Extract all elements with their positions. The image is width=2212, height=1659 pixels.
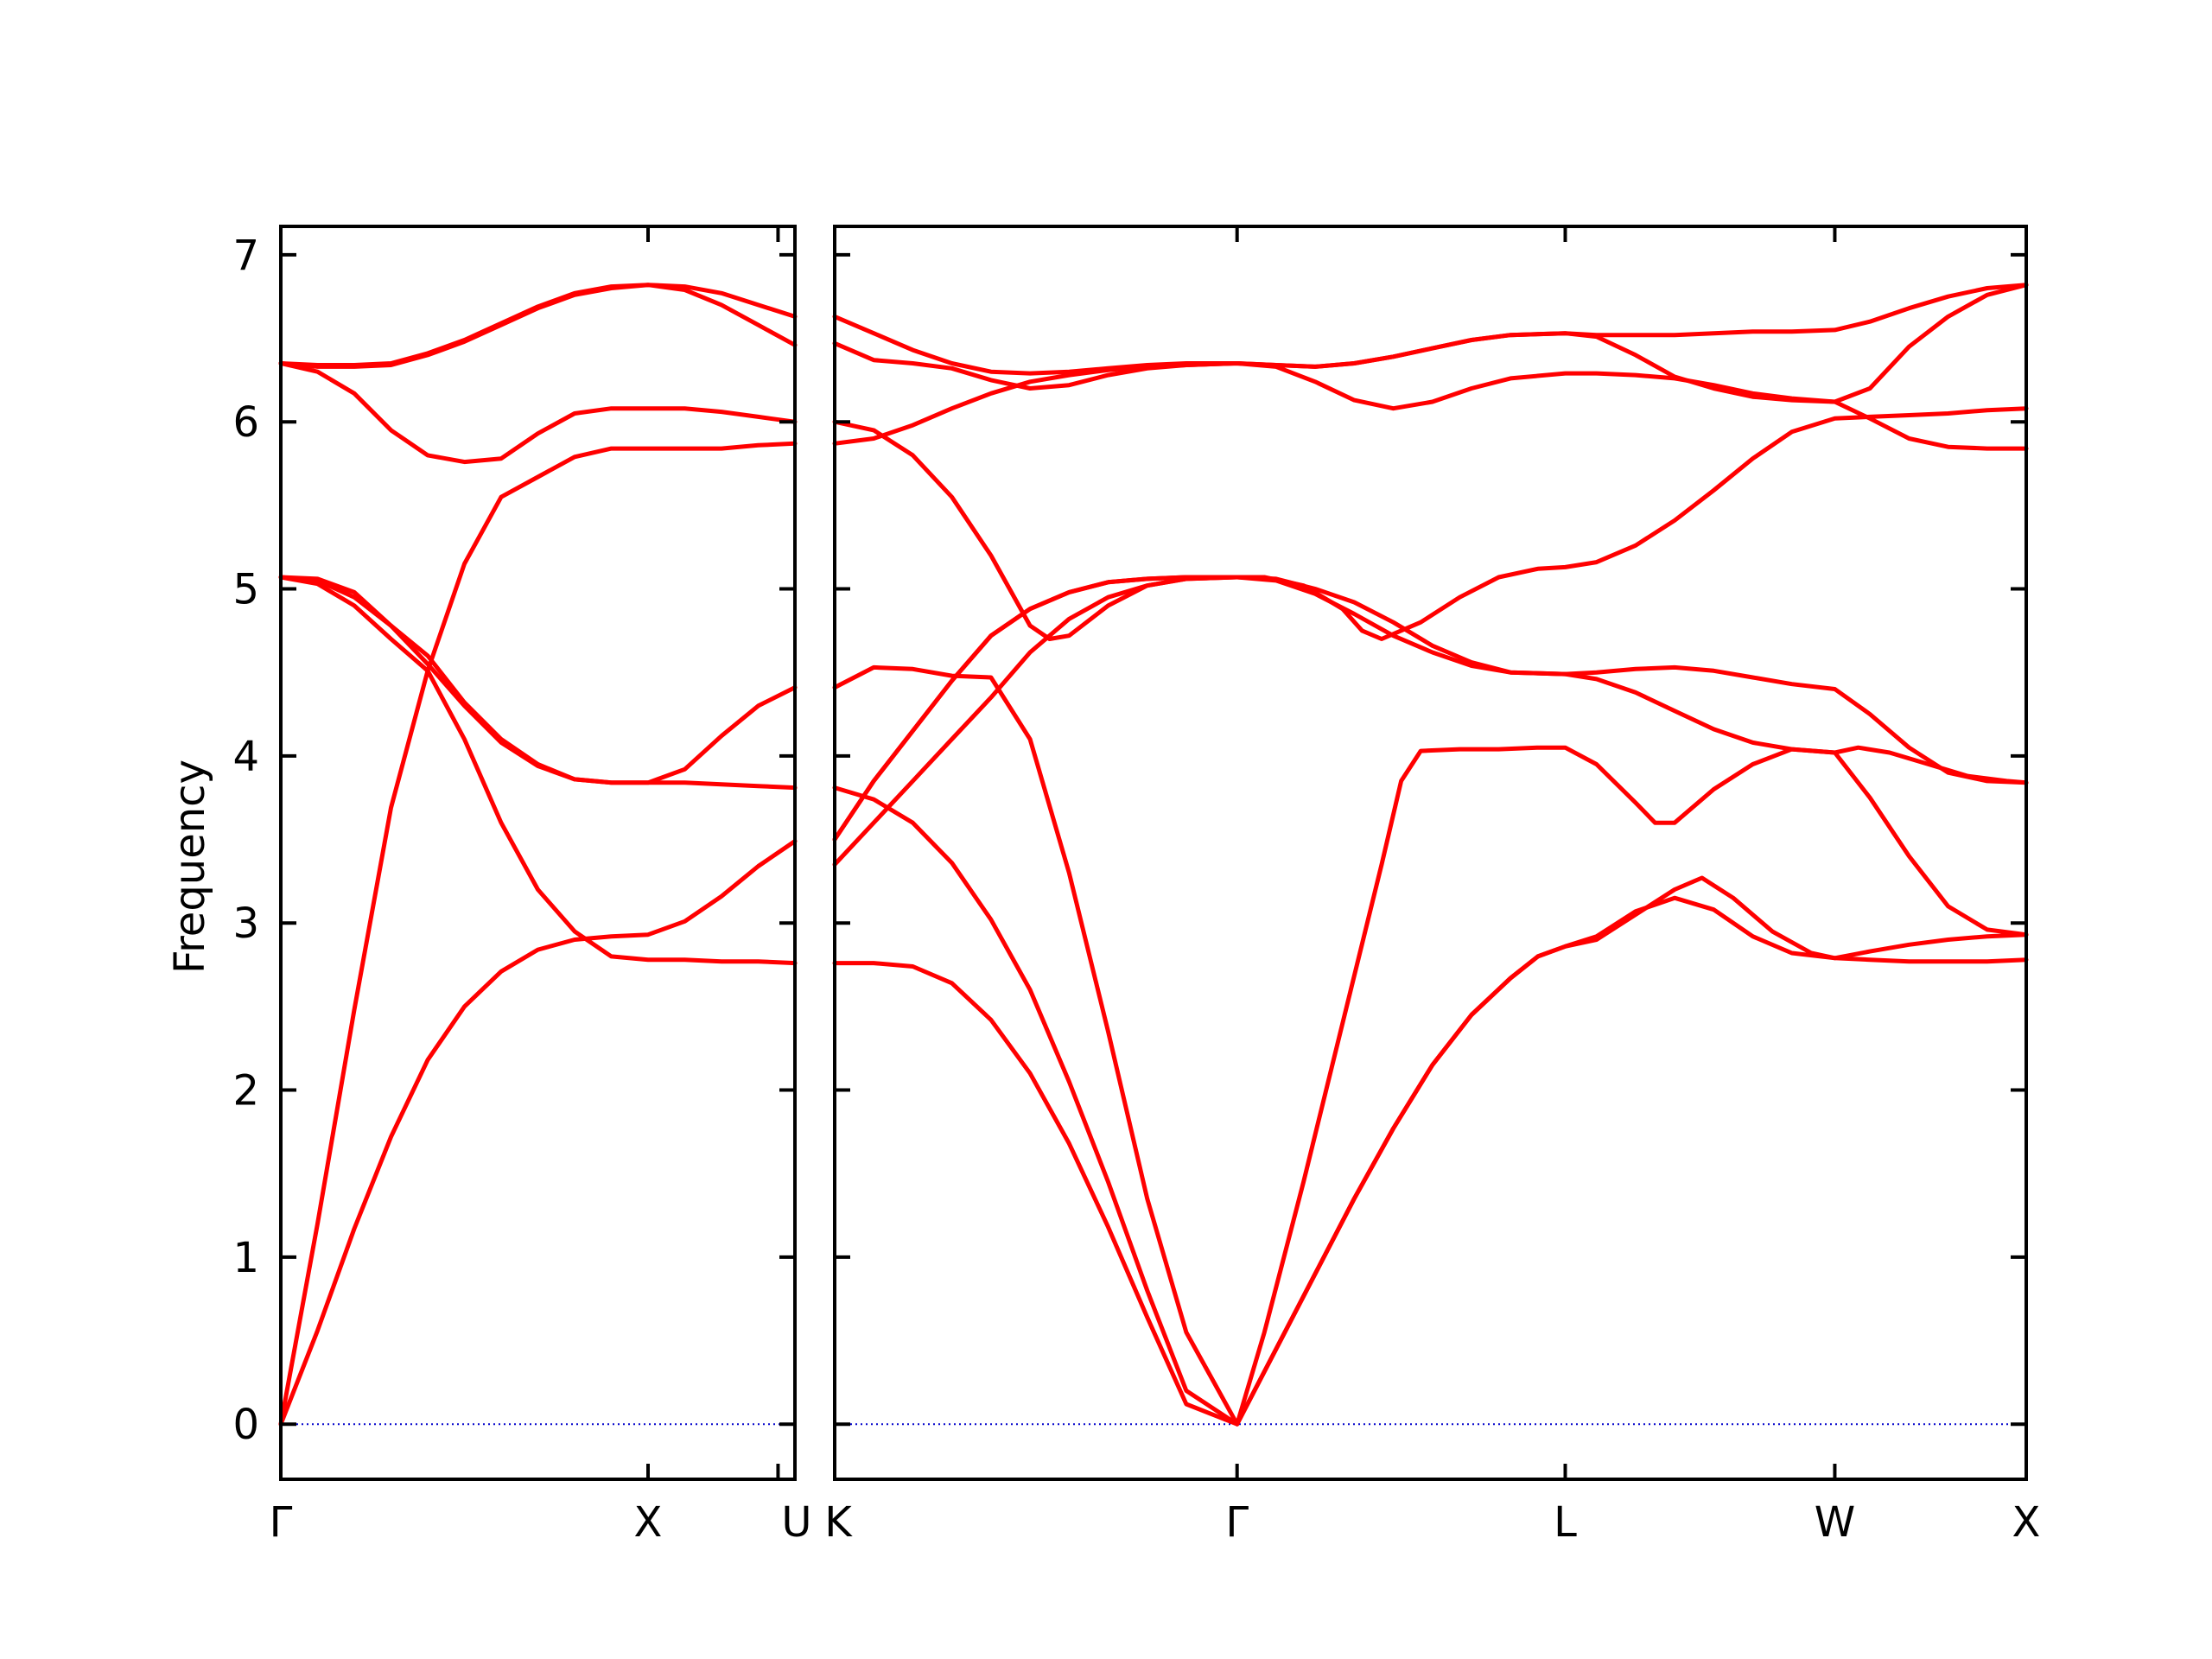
- y-tick-label: 1: [232, 1234, 259, 1282]
- x-tick-label-right-0: K: [824, 1498, 853, 1547]
- panel-frame: [833, 225, 2028, 1481]
- panel-frame: [279, 225, 797, 1481]
- band-line-2: [278, 668, 798, 1427]
- band-line-10: [832, 283, 2029, 376]
- y-tick-label: 3: [232, 899, 259, 948]
- band-line-8: [278, 283, 798, 367]
- band-line-3: [278, 441, 798, 673]
- band-line-1: [278, 839, 798, 1427]
- band-line-6: [832, 575, 2029, 842]
- y-axis: 0 1 2 3 4 5 6 7: [232, 232, 259, 1449]
- y-tick-label: 7: [232, 232, 259, 280]
- band-line-1: [832, 895, 2029, 1427]
- band-line-3: [832, 664, 2029, 1427]
- y-tick-label: 0: [232, 1401, 259, 1449]
- x-tick-label-left-2: U: [781, 1498, 811, 1547]
- x-tick-label-left-0: Γ: [270, 1498, 293, 1547]
- y-tick-label: 2: [232, 1067, 259, 1116]
- x-tick-label-right-2: L: [1554, 1498, 1577, 1547]
- band-line-2: [832, 785, 2029, 1427]
- x-tick-label-right-3: W: [1815, 1498, 1855, 1547]
- band-line-6: [278, 361, 798, 465]
- y-tick-label: 5: [232, 566, 259, 614]
- x-tick-label-right-4: X: [2012, 1498, 2041, 1547]
- x-tick-label-right-1: Γ: [1225, 1498, 1249, 1547]
- band-line-7: [832, 419, 1240, 641]
- band-line-7: [278, 283, 798, 369]
- y-axis-label: Frequency: [166, 760, 214, 974]
- band-line-5: [278, 575, 798, 785]
- band-line-4: [832, 406, 2029, 867]
- y-tick-label: 6: [232, 398, 259, 447]
- y-tick-label: 4: [232, 733, 259, 781]
- x-tick-label-left-1: X: [634, 1498, 663, 1547]
